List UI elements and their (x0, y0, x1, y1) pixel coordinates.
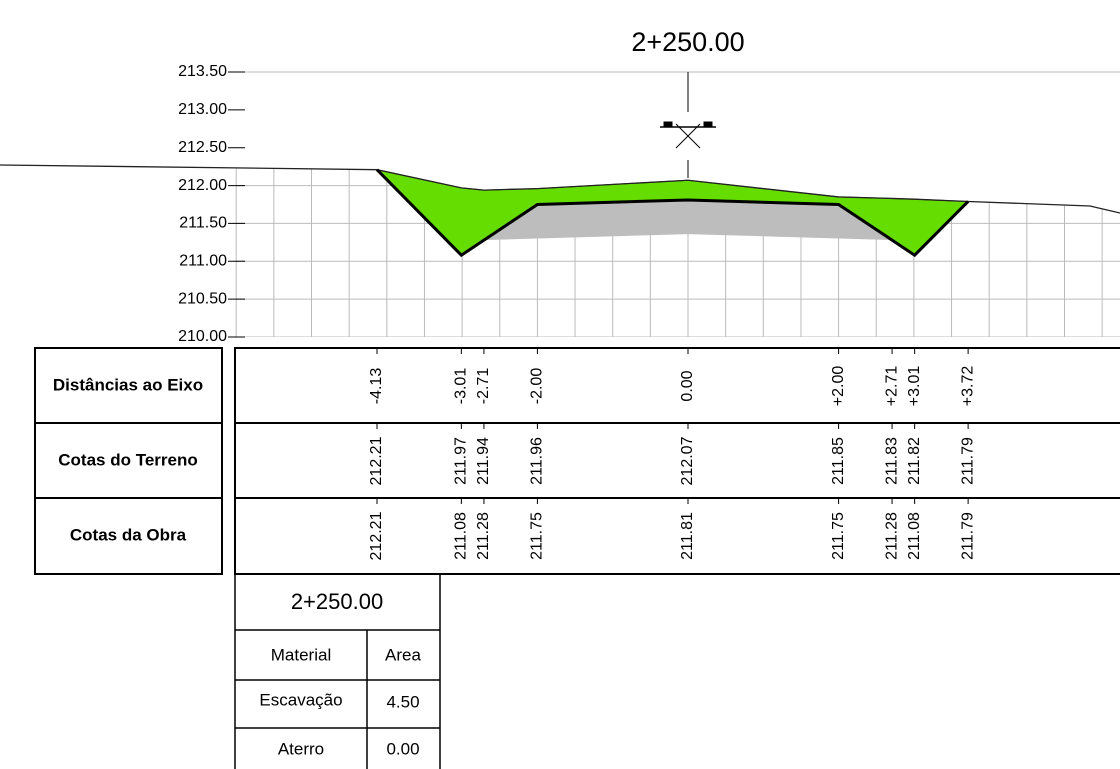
row-label: Cotas da Obra (70, 525, 187, 544)
terrain-label: 211.94 (475, 437, 492, 485)
summary-title: 2+250.00 (291, 589, 383, 614)
table-frame (34, 347, 1120, 575)
design-label: 212.21 (368, 511, 385, 560)
y-tick-label: 212.50 (178, 139, 227, 156)
subgrade (483, 199, 893, 241)
title: 2+250.00 (631, 27, 744, 57)
y-tick-label: 211.50 (179, 215, 227, 232)
summary-cell: Escavação (259, 690, 342, 709)
summary-cell: 0.00 (386, 739, 419, 758)
summary-header: Area (385, 645, 421, 664)
design-line (375, 168, 970, 258)
offset-label: +3.72 (959, 366, 976, 407)
profile (0, 164, 1120, 258)
terrain-label: 211.97 (453, 437, 470, 485)
row-label: Distâncias ao Eixo (53, 375, 203, 394)
design-label: 211.79 (959, 512, 976, 560)
y-tick-label: 213.50 (178, 63, 227, 80)
design-label: 211.28 (475, 512, 492, 560)
terrain-label: 211.96 (529, 437, 546, 485)
offset-label: -2.71 (475, 368, 492, 405)
center-marker (660, 72, 716, 178)
y-tick-label: 213.00 (178, 101, 227, 118)
offset-label: +2.00 (830, 366, 847, 407)
offset-label: +2.71 (883, 366, 900, 407)
summary-frame (234, 574, 441, 769)
terrain-line (0, 164, 1120, 214)
summary-cell: Aterro (278, 739, 324, 758)
y-tick-label: 210.50 (178, 290, 227, 307)
terrain-label: 211.85 (830, 437, 847, 485)
terrain-label: 211.82 (906, 437, 923, 485)
offset-label: -3.01 (453, 368, 470, 405)
offset-label: +3.01 (906, 366, 923, 407)
terrain-label: 212.21 (368, 436, 385, 485)
terrain-label: 211.79 (959, 437, 976, 485)
offset-label: 0.00 (679, 370, 696, 401)
summary-cell: 4.50 (386, 692, 419, 711)
terrain-label: 211.83 (883, 437, 900, 485)
design-label: 211.28 (883, 512, 900, 560)
design-label: 211.75 (830, 512, 847, 560)
design-label: 211.08 (906, 512, 923, 560)
design-label: 211.08 (453, 512, 470, 560)
offset-label: -2.00 (529, 368, 546, 405)
y-tick-label: 211.00 (179, 253, 227, 270)
row-label: Cotas do Terreno (58, 450, 197, 469)
y-tick-label: 210.00 (178, 328, 227, 345)
terrain-label: 212.07 (679, 436, 696, 485)
design-label: 211.75 (529, 512, 546, 560)
offset-label: -4.13 (368, 368, 385, 405)
design-label: 211.81 (679, 512, 696, 560)
summary-header: Material (271, 645, 331, 664)
y-tick-label: 212.00 (178, 177, 227, 194)
